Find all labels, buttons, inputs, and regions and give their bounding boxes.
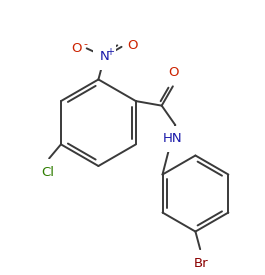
Text: N: N [100,50,109,63]
Text: -: - [83,39,87,49]
Text: O: O [127,39,137,52]
Text: HN: HN [163,132,182,145]
Text: +: + [106,47,114,57]
Text: Br: Br [193,257,208,269]
Text: Cl: Cl [41,166,54,179]
Text: O: O [168,66,179,79]
Text: O: O [71,42,81,55]
